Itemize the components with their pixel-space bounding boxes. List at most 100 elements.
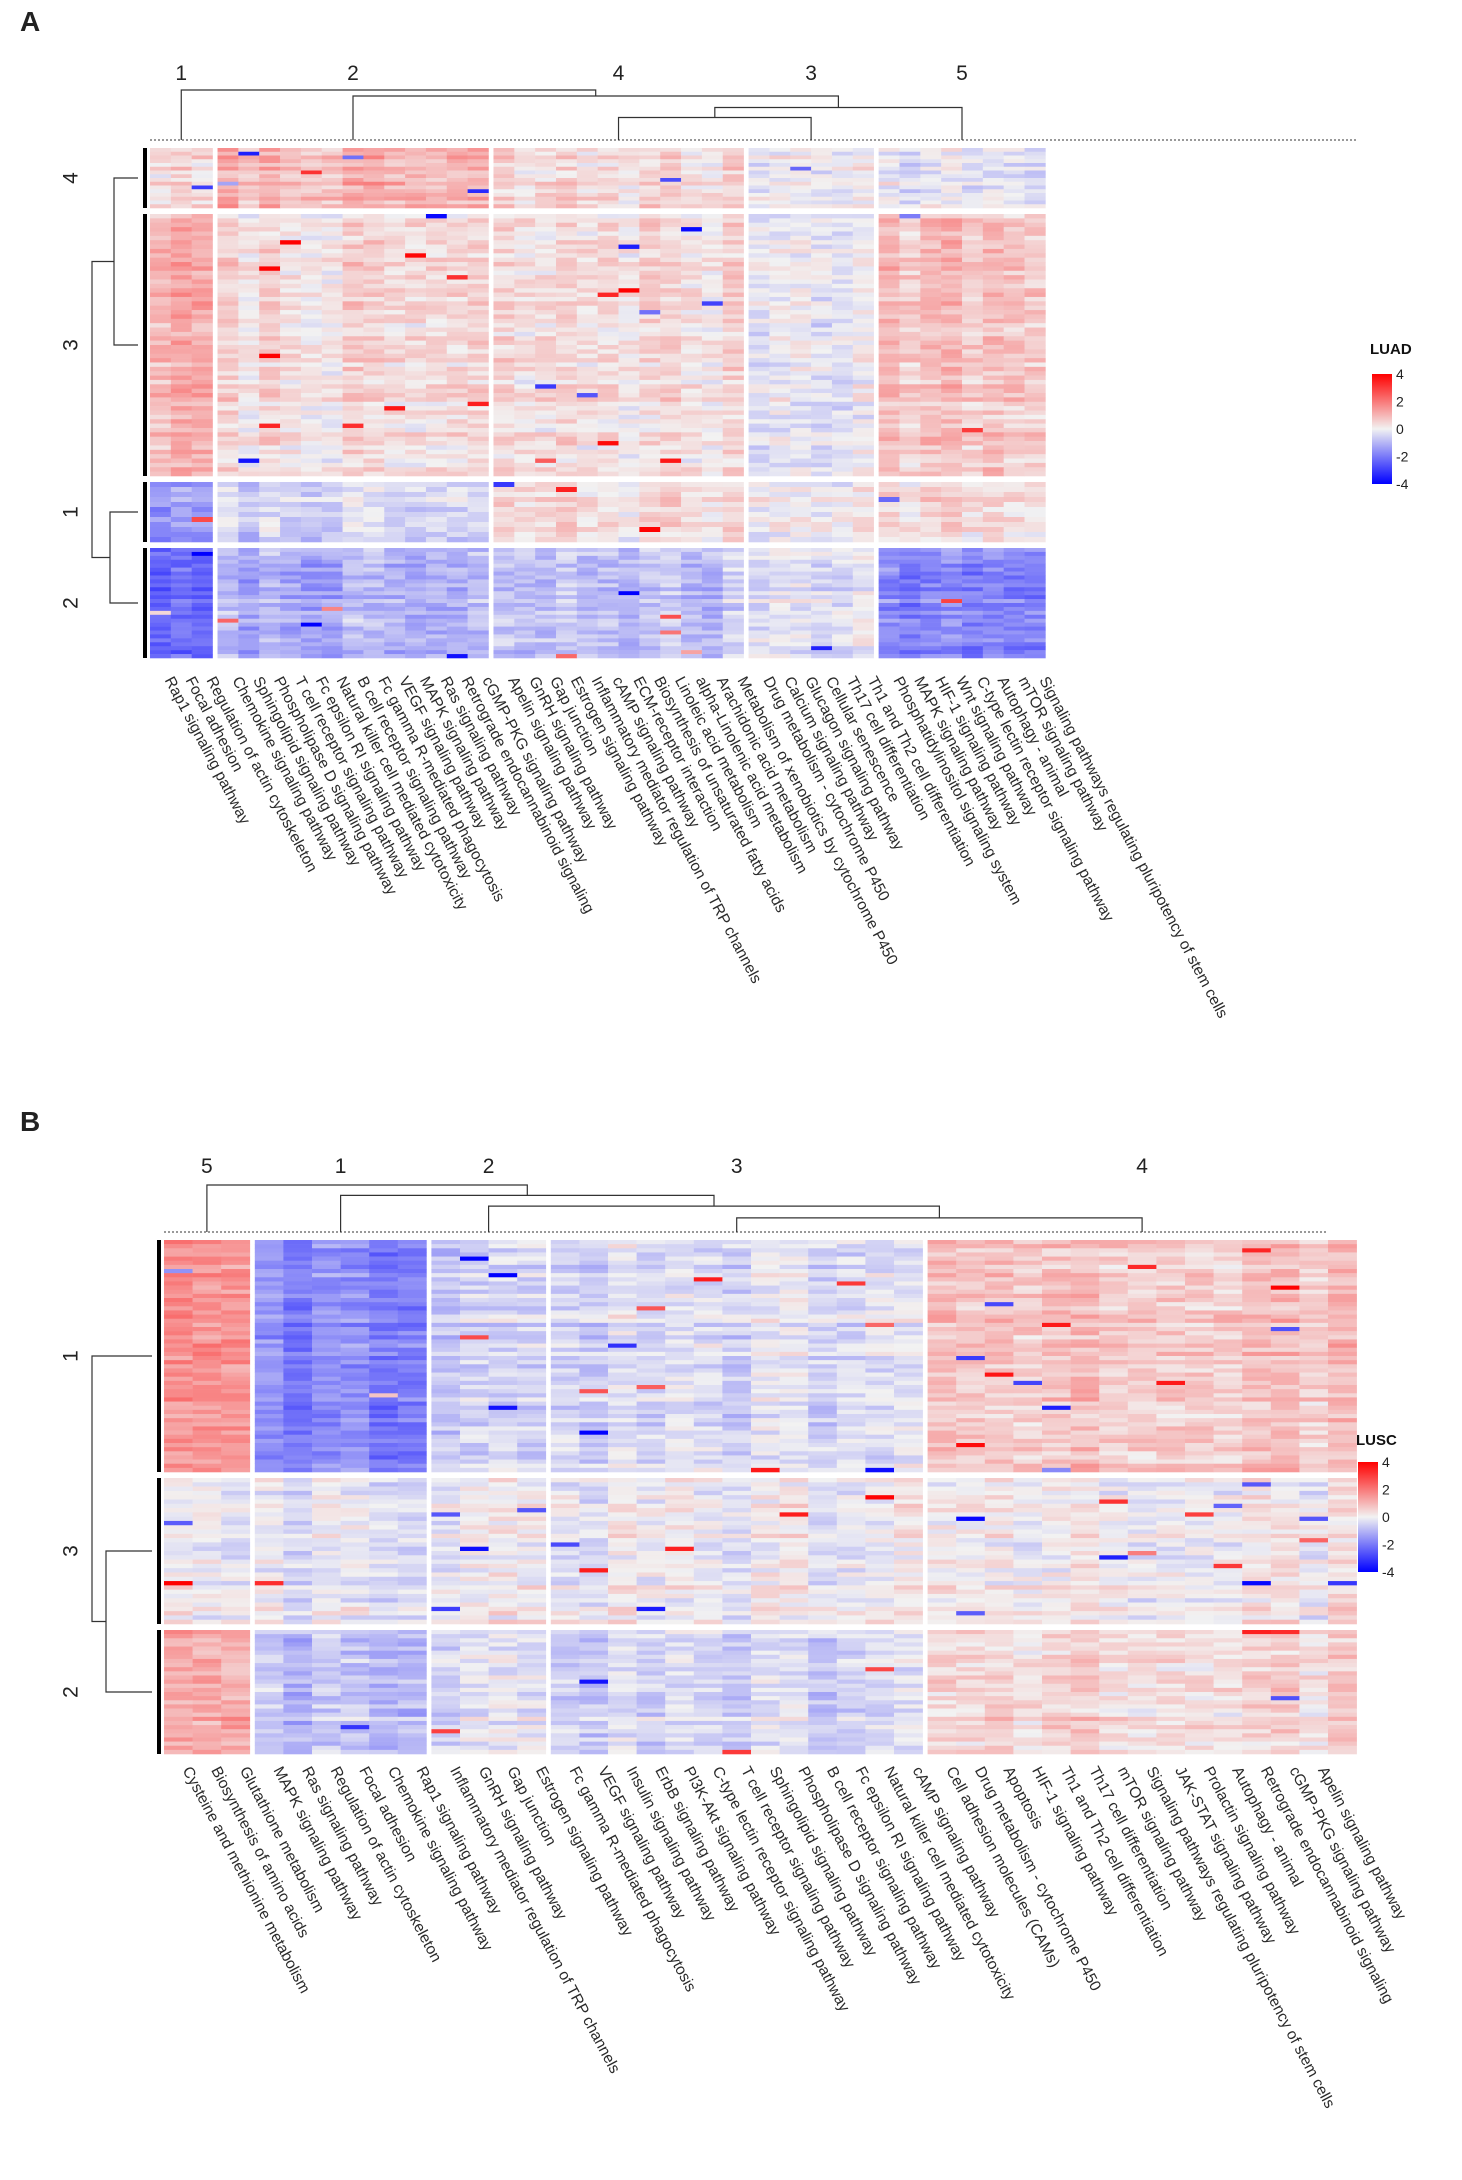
heatmap-cell (769, 462, 791, 468)
heatmap-cell (769, 497, 791, 503)
heatmap-cell (962, 349, 984, 355)
heatmap-cell (982, 458, 1004, 464)
heatmap-cell (363, 151, 385, 156)
heatmap-cell (722, 185, 744, 190)
heatmap-cell (467, 358, 489, 363)
heatmap-cell (1003, 384, 1025, 389)
heatmap-cell (831, 231, 854, 237)
heatmap-cell (535, 559, 557, 565)
heatmap-cell (217, 634, 239, 639)
heatmap-cell (701, 497, 724, 503)
heatmap-cell (446, 507, 468, 513)
heatmap-cell (1003, 327, 1025, 333)
heatmap-cell (878, 471, 900, 477)
heatmap-cell (514, 305, 536, 311)
heatmap-cell (982, 166, 1004, 171)
heatmap-cell (1024, 393, 1046, 398)
heatmap-cell (556, 603, 578, 608)
heatmap-cell (217, 305, 239, 311)
heatmap-cell (769, 336, 791, 341)
heatmap-cell (920, 563, 942, 568)
heatmap-cell (221, 1240, 251, 1245)
heatmap-cell (1003, 262, 1025, 267)
heatmap-cell (300, 630, 323, 635)
heatmap-cell (790, 349, 812, 355)
heatmap-cell (920, 371, 942, 376)
heatmap-cell (1003, 196, 1025, 201)
heatmap-cell (535, 214, 557, 219)
heatmap-cell (1003, 358, 1025, 363)
heatmap-cell (660, 166, 682, 171)
heatmap-cell (576, 270, 598, 276)
heatmap-cell (259, 170, 281, 175)
heatmap-cell (660, 148, 682, 153)
heatmap-cell (701, 414, 724, 420)
heatmap-cell (384, 634, 406, 639)
heatmap-cell (535, 579, 557, 584)
heatmap-cell (300, 362, 323, 368)
heatmap-cell (576, 193, 598, 198)
heatmap-cell (962, 575, 984, 580)
heatmap-cell (191, 193, 213, 198)
heatmap-cell (363, 196, 385, 201)
heatmap-cell (535, 331, 557, 337)
heatmap-cell (639, 283, 661, 289)
heatmap-cell (790, 248, 812, 254)
heatmap-cell (170, 462, 192, 468)
heatmap-cell (191, 563, 213, 568)
heatmap-cell (556, 196, 578, 201)
heatmap-cell (1003, 517, 1025, 523)
heatmap-cell (878, 603, 900, 608)
heatmap-cell (811, 537, 833, 543)
heatmap-cell (769, 634, 791, 639)
heatmap-cell (280, 240, 302, 245)
heatmap-cell (300, 384, 323, 389)
heatmap-cell (556, 606, 578, 612)
heatmap-cell (701, 638, 724, 643)
heatmap-cell (363, 384, 385, 389)
heatmap-cell (425, 340, 448, 346)
heatmap-cell (920, 492, 942, 498)
heatmap-cell (321, 579, 343, 584)
heatmap-cell (535, 432, 557, 437)
heatmap-cell (1003, 170, 1025, 175)
heatmap-cell (425, 178, 448, 183)
heatmap-cell (597, 445, 619, 451)
heatmap-cell (150, 170, 172, 175)
heatmap-cell (962, 163, 984, 168)
heatmap-cell (920, 423, 942, 429)
heatmap-cell (467, 375, 489, 381)
heatmap-cell (259, 204, 281, 209)
heatmap-cell (722, 591, 744, 596)
heatmap-cell (467, 384, 489, 389)
heatmap-cell (493, 379, 515, 385)
heatmap-cell (514, 200, 536, 205)
heatmap-cell (852, 467, 874, 472)
heatmap-cell (852, 200, 874, 205)
heatmap-cell (962, 563, 984, 568)
heatmap-cell (618, 575, 640, 580)
heatmap-cell (811, 301, 833, 306)
heatmap-cell (321, 222, 343, 228)
heatmap-cell (597, 551, 619, 557)
heatmap-cell (722, 170, 744, 175)
heatmap-cell (790, 587, 812, 592)
heatmap-cell (280, 626, 302, 631)
heatmap-cell (639, 331, 661, 337)
heatmap-cell (941, 222, 963, 228)
heatmap-cell (660, 393, 682, 398)
heatmap-cell (790, 406, 812, 411)
heatmap-cell (170, 270, 192, 276)
heatmap-cell (899, 393, 921, 398)
heatmap-cell (493, 571, 515, 576)
heatmap-cell (1024, 235, 1046, 241)
heatmap-cell (363, 441, 385, 446)
heatmap-cell (899, 548, 921, 553)
heatmap-cell (425, 579, 448, 584)
heatmap-cell (941, 654, 963, 659)
heatmap-cell (748, 266, 770, 272)
heatmap-cell (681, 610, 703, 616)
heatmap-cell (962, 166, 984, 171)
heatmap-cell (535, 401, 557, 407)
heatmap-cell (790, 548, 812, 553)
